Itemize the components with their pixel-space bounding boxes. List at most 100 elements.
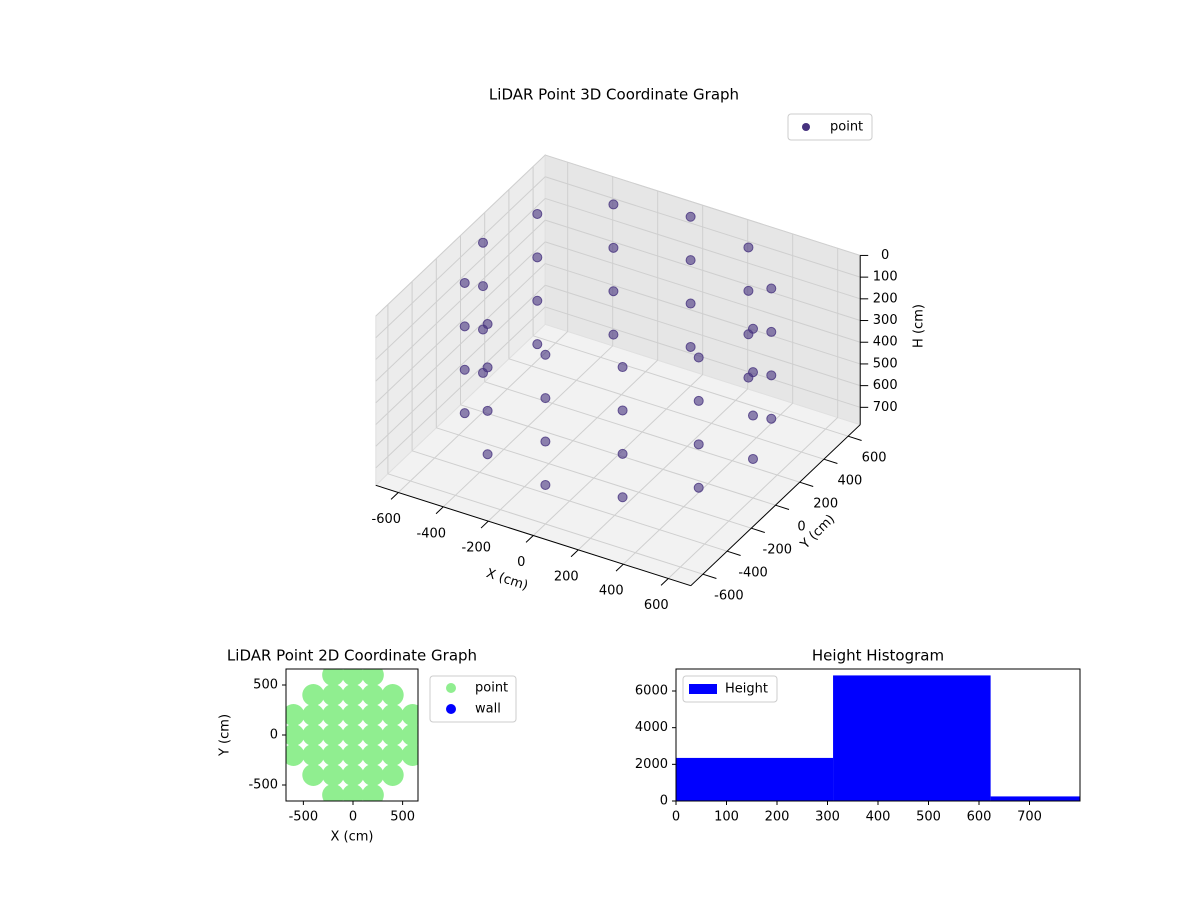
point <box>766 326 777 337</box>
point <box>748 410 758 421</box>
plot-points <box>286 669 418 801</box>
point <box>693 352 704 363</box>
point <box>608 199 619 210</box>
y-tick <box>751 527 765 533</box>
point <box>322 744 345 766</box>
x-tick-label: 200 <box>765 810 790 825</box>
chart-2d: point wall -500 0 500 -500 0 500 LiDAR Point 2D … <box>218 647 517 845</box>
z-tick-label: 0 <box>881 248 889 263</box>
x-tick-label: 600 <box>644 598 669 613</box>
point <box>302 704 325 726</box>
grid-line <box>375 284 546 447</box>
point <box>608 329 619 340</box>
grid-line <box>375 306 546 469</box>
point <box>540 436 551 447</box>
y-tick <box>775 504 790 510</box>
point <box>743 372 754 383</box>
chart-title: LiDAR Point 2D Coordinate Graph <box>227 647 477 665</box>
grid-line <box>375 263 546 425</box>
grid-line <box>436 427 752 529</box>
y-tick <box>726 550 741 556</box>
x-tick-label: 0 <box>517 555 525 570</box>
grid-line <box>484 381 800 483</box>
point <box>401 704 418 726</box>
grid-line <box>508 358 825 460</box>
chart-histogram: Height 0 100 200 300 400 500 600 700 0 2000 4000 600… <box>635 647 1081 825</box>
point <box>743 285 754 296</box>
point <box>341 744 364 766</box>
x-tick-label: -400 <box>417 526 447 541</box>
point <box>532 252 543 263</box>
chart-title: LiDAR Point 3D Coordinate Graph <box>489 86 739 104</box>
point <box>322 724 345 746</box>
z-tick-label: 100 <box>873 270 898 285</box>
y-tick-label: 2000 <box>635 757 668 772</box>
z-tick-label: 700 <box>873 400 898 415</box>
point <box>540 479 551 490</box>
grid-line <box>545 284 861 387</box>
point <box>322 784 345 801</box>
point <box>532 339 543 350</box>
x-tick <box>480 520 489 529</box>
point <box>608 286 619 297</box>
point <box>322 764 345 786</box>
z-tick-label: 600 <box>873 378 898 393</box>
z-tick-label: 300 <box>873 313 898 328</box>
point <box>341 764 364 786</box>
grid-line <box>387 473 704 575</box>
point <box>459 364 470 375</box>
legend-box <box>682 675 778 703</box>
point <box>381 684 404 706</box>
grid-line <box>375 219 546 382</box>
point <box>459 277 470 288</box>
x-tick-label: -500 <box>289 810 319 825</box>
z-tick-label: 500 <box>873 356 898 371</box>
point <box>532 295 543 306</box>
point <box>401 724 418 746</box>
y-tick <box>702 573 717 579</box>
grid-line <box>411 450 728 552</box>
legend-label: wall <box>475 702 501 717</box>
point <box>743 329 754 340</box>
point <box>685 298 696 309</box>
grid-line <box>545 219 861 322</box>
point <box>766 370 777 381</box>
point <box>617 362 628 373</box>
point <box>286 724 305 746</box>
x-tick <box>435 506 444 515</box>
point <box>341 724 364 746</box>
point <box>286 704 305 726</box>
point <box>532 208 543 219</box>
point <box>361 684 384 706</box>
y-tick-label: 400 <box>837 474 862 489</box>
point <box>617 492 628 503</box>
point <box>401 744 418 766</box>
y-tick-label: 0 <box>660 794 668 809</box>
point <box>685 255 696 266</box>
point <box>478 324 488 335</box>
point <box>540 349 551 360</box>
point <box>286 744 305 766</box>
point <box>302 764 325 786</box>
point <box>608 242 619 253</box>
point <box>685 341 696 352</box>
legend-label: Height <box>725 682 768 697</box>
point <box>617 405 628 416</box>
grid-line <box>532 335 849 437</box>
legend-box <box>787 113 873 141</box>
point <box>361 764 384 786</box>
y-axis-label: Y (cm) <box>218 714 233 757</box>
y-tick <box>799 481 814 487</box>
point <box>302 744 325 766</box>
point <box>361 669 384 686</box>
point <box>459 408 470 419</box>
bar <box>833 675 991 801</box>
plot-bars <box>676 675 1080 801</box>
y-axis <box>690 424 861 587</box>
y-tick-label: 6000 <box>635 684 668 699</box>
point <box>341 684 364 706</box>
grid-line <box>545 154 861 256</box>
point <box>459 321 470 332</box>
x-tick-label: 600 <box>967 810 992 825</box>
